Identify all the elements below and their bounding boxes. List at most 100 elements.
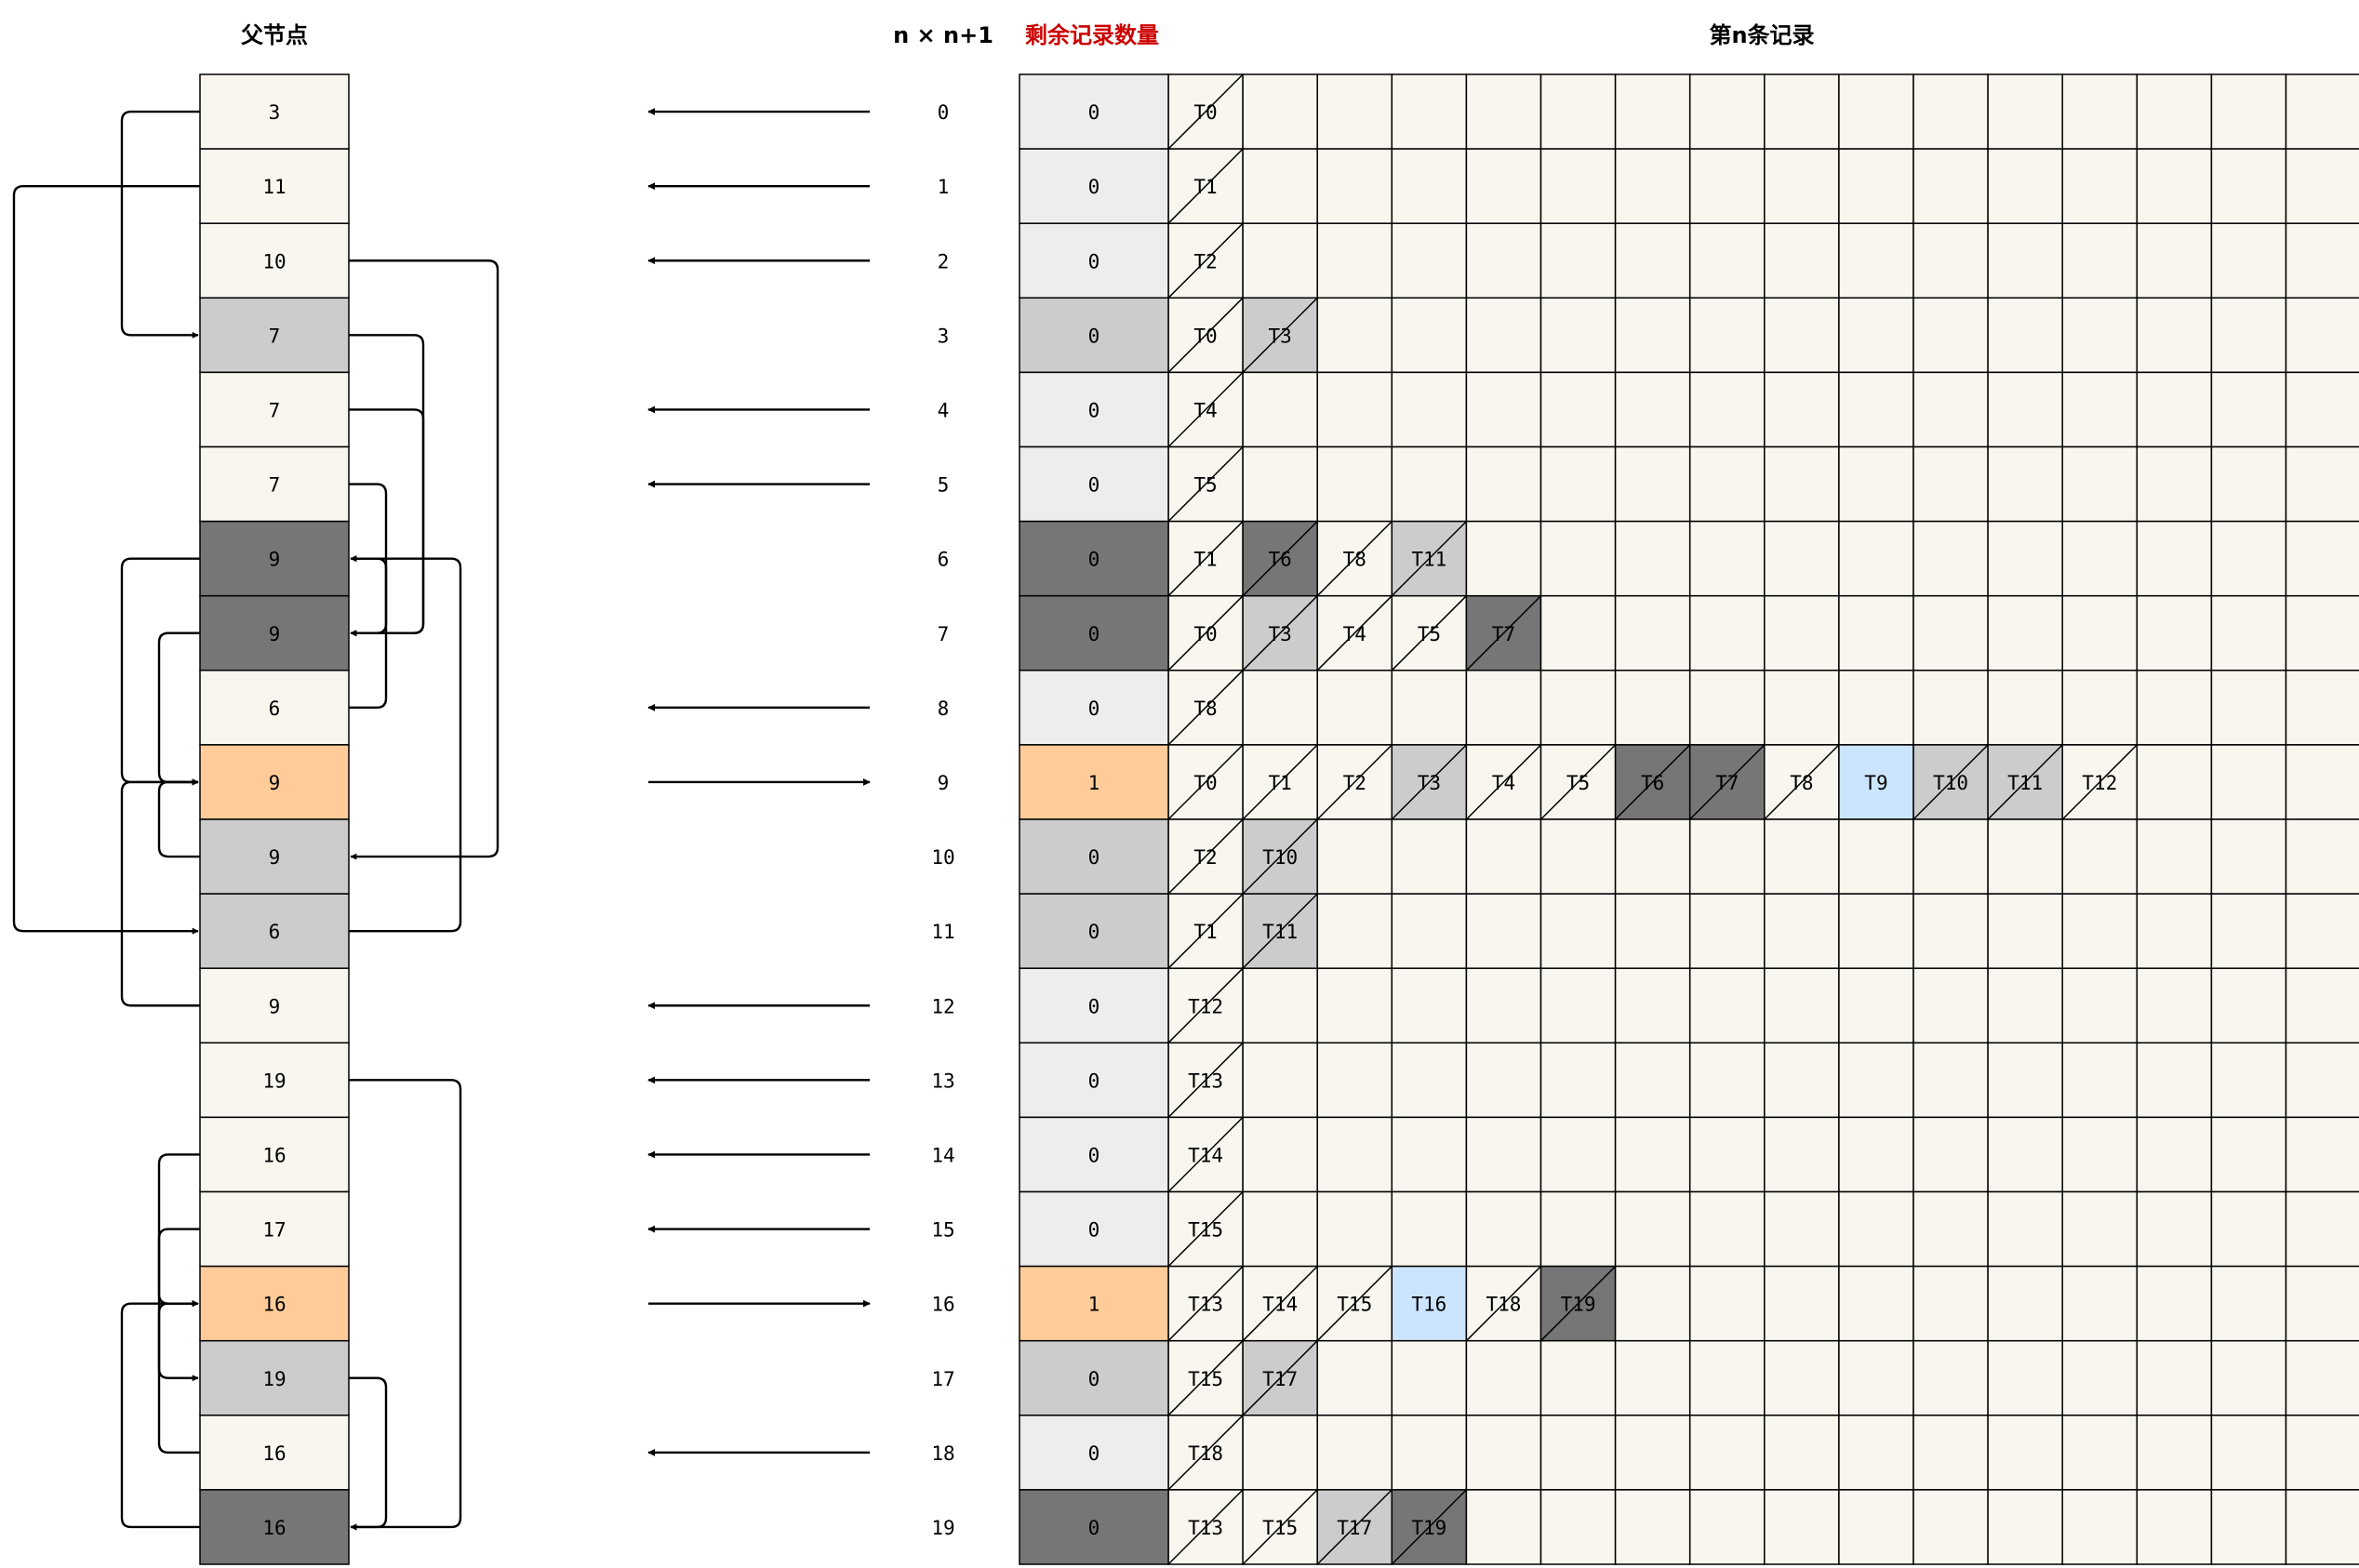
record-label: T5 xyxy=(1193,474,1217,497)
empty-grid-cell xyxy=(2210,73,2287,150)
empty-grid-cell xyxy=(2136,1042,2213,1119)
empty-grid-cell xyxy=(1465,1190,1542,1268)
row-index: 1 xyxy=(938,176,950,198)
remaining-count-cell xyxy=(1019,73,1169,150)
empty-grid-cell xyxy=(2285,520,2359,597)
record-label: T18 xyxy=(1188,1442,1223,1465)
empty-grid-cell xyxy=(2210,520,2287,597)
empty-grid-cell xyxy=(1764,148,1840,224)
parent-column-header: 父节点 xyxy=(241,22,308,48)
record-label: T15 xyxy=(1188,1219,1223,1242)
empty-grid-cell xyxy=(1913,148,1989,224)
empty-grid-cell xyxy=(1987,1190,2063,1268)
empty-grid-cell xyxy=(1316,73,1393,150)
remaining-count-value: 0 xyxy=(1088,101,1100,124)
empty-grid-cell xyxy=(2061,670,2139,746)
empty-grid-cell xyxy=(1838,1489,1914,1565)
empty-grid-cell xyxy=(2061,1415,2139,1491)
remaining-count-cell xyxy=(1019,1116,1169,1193)
empty-grid-cell xyxy=(2210,1042,2287,1119)
empty-grid-cell xyxy=(2285,1042,2359,1119)
empty-grid-cell xyxy=(1465,73,1542,150)
row-arrows xyxy=(647,108,871,1456)
empty-grid-cell xyxy=(1465,893,1542,969)
remaining-count-value: 0 xyxy=(1088,1442,1100,1465)
empty-grid-cell xyxy=(1688,1190,1766,1268)
empty-grid-cell xyxy=(1465,222,1542,299)
empty-grid-cell xyxy=(1764,222,1840,299)
row-index: 19 xyxy=(931,1517,954,1539)
empty-grid-cell xyxy=(1465,670,1542,746)
empty-grid-cell xyxy=(1838,893,1914,969)
empty-grid-cell xyxy=(1316,371,1393,448)
remaining-count-cell xyxy=(1019,818,1169,895)
empty-grid-cell xyxy=(1391,967,1468,1044)
empty-grid-cell xyxy=(1614,893,1691,969)
empty-grid-cell xyxy=(1913,371,1989,448)
parent-node-cell xyxy=(199,893,350,969)
empty-grid-cell xyxy=(1764,1415,1840,1491)
record-label: T0 xyxy=(1193,101,1217,124)
parent-node-value: 6 xyxy=(269,921,281,943)
empty-grid-cell xyxy=(1391,297,1468,374)
record-cell-slash xyxy=(1391,744,1467,820)
row-index: 6 xyxy=(938,549,950,571)
empty-grid-cell xyxy=(1688,73,1766,150)
empty-grid-cell xyxy=(1764,1339,1840,1416)
record-label: T7 xyxy=(1492,623,1515,645)
parent-link-connector xyxy=(120,557,200,786)
record-cell-slash xyxy=(1167,818,1244,895)
empty-grid-cell xyxy=(2210,1190,2287,1268)
record-label: T4 xyxy=(1193,399,1217,421)
record-cell-slash xyxy=(1167,222,1244,299)
empty-grid-cell xyxy=(2210,1489,2287,1565)
empty-grid-cell xyxy=(1913,1042,1989,1119)
empty-grid-cell xyxy=(1764,1042,1840,1119)
empty-grid-cell xyxy=(2210,1415,2287,1491)
remaining-count-cell xyxy=(1019,893,1169,969)
remaining-count-value: 0 xyxy=(1088,698,1100,720)
parent-node-cell xyxy=(199,297,350,374)
empty-grid-cell xyxy=(1539,1339,1617,1416)
empty-grid-cell xyxy=(2061,371,2139,448)
empty-grid-cell xyxy=(2210,818,2287,895)
empty-grid-cell xyxy=(2210,297,2287,374)
empty-grid-cell xyxy=(1391,371,1468,448)
empty-grid-cell xyxy=(2210,1116,2287,1193)
row-index: 15 xyxy=(931,1219,954,1242)
empty-grid-cell xyxy=(2061,73,2139,150)
empty-grid-cell xyxy=(2285,1339,2359,1416)
empty-grid-cell xyxy=(1987,148,2063,224)
record-label: T2 xyxy=(1193,250,1217,272)
parent-node-cell xyxy=(199,818,350,895)
empty-grid-cell xyxy=(1539,1415,1617,1491)
empty-grid-cell xyxy=(1913,594,1989,671)
record-cell-slash xyxy=(1167,1042,1244,1118)
record-label: T5 xyxy=(1418,623,1441,645)
parent-node-value: 10 xyxy=(262,250,286,272)
empty-grid-cell xyxy=(1688,520,1766,597)
record-cell-slash xyxy=(1316,744,1393,820)
record-cell-slash xyxy=(1316,1266,1393,1342)
row-index: 8 xyxy=(938,698,950,720)
row-index: 5 xyxy=(938,474,950,497)
record-cell-slash xyxy=(1167,1116,1244,1193)
parent-link-connector xyxy=(349,259,500,860)
empty-grid-cell xyxy=(1838,371,1914,448)
empty-grid-cell xyxy=(1391,1042,1468,1119)
parent-node-cell xyxy=(199,594,350,671)
record-label: T6 xyxy=(1641,772,1664,794)
remaining-count-cell xyxy=(1019,371,1169,448)
empty-grid-cell xyxy=(1987,520,2063,597)
empty-grid-cell xyxy=(1391,148,1468,224)
empty-grid-cell xyxy=(2136,148,2213,224)
empty-grid-cell xyxy=(1242,1116,1318,1193)
parent-node-value: 9 xyxy=(269,995,281,1017)
empty-grid-cell xyxy=(1465,818,1542,895)
empty-grid-cell xyxy=(2210,222,2287,299)
empty-grid-cell xyxy=(2136,893,2213,969)
remaining-count-value: 0 xyxy=(1088,474,1100,497)
record-label: T10 xyxy=(1933,772,1968,794)
empty-grid-cell xyxy=(1913,1116,1989,1193)
record-cell-slash xyxy=(1465,595,1542,671)
